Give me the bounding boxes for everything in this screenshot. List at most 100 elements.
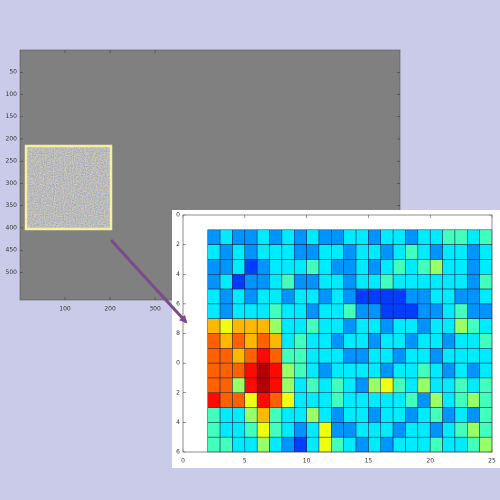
x-tick-label: 20 (426, 458, 434, 465)
heatmap-cell (479, 244, 493, 260)
heatmap-cell (392, 436, 406, 453)
heatmap-cell (256, 392, 270, 408)
heatmap-cell (219, 392, 233, 408)
heatmap-cell (256, 259, 270, 275)
heatmap-cell (219, 422, 233, 438)
heatmap-cell (479, 288, 493, 305)
heatmap-cell (392, 244, 406, 260)
heatmap-cell (232, 244, 246, 260)
x-tick-label: 15 (365, 458, 373, 465)
heatmap-cell (442, 407, 456, 423)
heatmap-cell (232, 377, 246, 393)
heatmap-cell (281, 407, 295, 423)
y-tick-label: 6 (176, 300, 180, 307)
heatmap-cell (380, 303, 394, 319)
heatmap-cell (355, 377, 369, 393)
heatmap-cell (318, 348, 332, 364)
heatmap-cell (219, 229, 233, 245)
x-tick-label: 0 (181, 458, 185, 465)
heatmap-cell (467, 348, 480, 364)
heatmap-cell (269, 288, 283, 305)
heatmap-cell (207, 436, 221, 453)
heatmap-cell (467, 362, 480, 379)
heatmap-cell (392, 333, 406, 349)
heatmap-cell (244, 348, 258, 364)
heatmap-cell (306, 392, 320, 408)
heatmap-cell (454, 407, 468, 423)
heatmap-cell (479, 348, 493, 364)
heatmap-cell (392, 229, 406, 245)
heatmap-cell (417, 303, 431, 319)
heatmap-cell (442, 318, 456, 334)
heatmap-cell (318, 244, 332, 260)
heatmap-cell (306, 362, 320, 379)
heatmap-cell (355, 422, 369, 438)
heatmap-cell (244, 392, 258, 408)
heatmap-cell (429, 392, 443, 408)
heatmap-cell (244, 288, 258, 305)
heatmap-cell (479, 303, 493, 319)
heatmap-cell (405, 392, 419, 408)
y-tick-label: 100 (6, 91, 18, 98)
heatmap-cell (355, 436, 369, 453)
heatmap-cell (244, 303, 258, 319)
heatmap-cell (219, 348, 233, 364)
heatmap-cell (467, 259, 480, 275)
heatmap-cell (343, 259, 357, 275)
heatmap-cell (269, 362, 283, 379)
heatmap-cell (429, 244, 443, 260)
heatmap-cell (306, 333, 320, 349)
y-tick-label: 8 (176, 330, 180, 337)
heatmap-cell (417, 318, 431, 334)
heatmap-cell (442, 244, 456, 260)
heatmap-cell (343, 229, 357, 245)
y-tick-label: 0 (176, 360, 180, 367)
heatmap-cell (281, 362, 295, 379)
heatmap-cell (417, 436, 431, 453)
heatmap-cell (207, 274, 221, 290)
heatmap-cell (256, 333, 270, 349)
heatmap-cell (355, 333, 369, 349)
heatmap-cell (343, 392, 357, 408)
heatmap-cell (256, 274, 270, 290)
heatmap-cell (454, 422, 468, 438)
heatmap-cell (293, 318, 307, 334)
heatmap-cell (269, 274, 283, 290)
heatmap-cell (405, 229, 419, 245)
heatmap-cell (405, 333, 419, 349)
heatmap-cell (429, 229, 443, 245)
y-tick-label: 50 (9, 69, 17, 76)
heatmap-cell (380, 348, 394, 364)
heatmap-cell (368, 436, 382, 453)
heatmap-cell (306, 407, 320, 423)
image-patch (26, 146, 111, 229)
heatmap-cell (417, 259, 431, 275)
heatmap-cell (331, 303, 344, 319)
x-tick-label: 5 (243, 458, 247, 465)
heatmap-cell (454, 288, 468, 305)
heatmap-cell (219, 362, 233, 379)
heatmap-cell (368, 288, 382, 305)
heatmap-cell (454, 259, 468, 275)
heatmap-cell (331, 422, 344, 438)
heatmap-cell (293, 348, 307, 364)
heatmap-cell (293, 377, 307, 393)
heatmap-cell (293, 333, 307, 349)
heatmap-cell (454, 303, 468, 319)
heatmap-cell (479, 362, 493, 379)
heatmap-cell (281, 303, 295, 319)
heatmap-cell (405, 244, 419, 260)
heatmap-cell (256, 303, 270, 319)
heatmap-cell (467, 288, 480, 305)
heatmap-cell (244, 422, 258, 438)
heatmap-cell (368, 422, 382, 438)
heatmap-cell (281, 392, 295, 408)
heatmap-cell (429, 348, 443, 364)
heatmap-cell (405, 274, 419, 290)
heatmap-cell (380, 407, 394, 423)
heatmap-cell (355, 244, 369, 260)
heatmap-cell (232, 303, 246, 319)
heatmap-cell (368, 303, 382, 319)
heatmap-cell (219, 244, 233, 260)
heatmap-cell (442, 333, 456, 349)
